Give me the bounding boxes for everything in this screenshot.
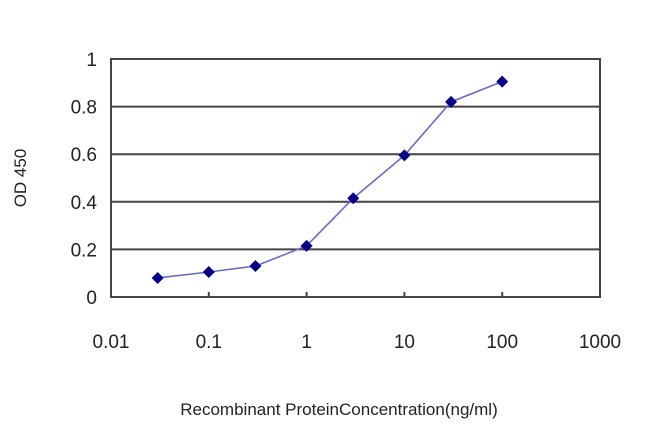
x-axis-title: Recombinant ProteinConcentration(ng/ml) bbox=[180, 400, 498, 419]
x-tick-label: 0.1 bbox=[196, 332, 222, 353]
y-tick-label: 0.2 bbox=[71, 240, 97, 261]
diamond-marker-icon bbox=[202, 266, 215, 279]
horizontal-gridlines bbox=[111, 105, 600, 251]
y-tick-label: 1 bbox=[86, 50, 97, 71]
series-line bbox=[157, 80, 503, 279]
x-tick-label: 1000 bbox=[579, 332, 621, 353]
diamond-marker-icon bbox=[151, 271, 164, 284]
diamond-marker-icon bbox=[300, 239, 313, 252]
diamond-marker-icon bbox=[445, 95, 458, 108]
x-tick-label: 10 bbox=[394, 332, 415, 353]
diamond-marker-icon bbox=[347, 192, 360, 205]
x-tick-label: 0.01 bbox=[93, 332, 130, 353]
y-tick-label: 0.8 bbox=[71, 98, 97, 119]
data-point-markers bbox=[151, 75, 509, 284]
x-axis-ticks bbox=[207, 292, 504, 297]
x-tick-label: 100 bbox=[486, 332, 518, 353]
y-tick-label: 0.4 bbox=[71, 193, 98, 214]
diamond-marker-icon bbox=[398, 149, 411, 162]
plot-area-frame bbox=[110, 58, 601, 298]
diamond-marker-icon bbox=[496, 75, 509, 88]
y-tick-label: 0.6 bbox=[71, 145, 97, 166]
y-axis-tick-labels: 0 0.2 0.4 0.6 0.8 1 bbox=[71, 50, 98, 309]
y-axis-title: OD 450 bbox=[11, 149, 30, 208]
x-tick-label: 1 bbox=[301, 332, 312, 353]
y-tick-label: 0 bbox=[86, 288, 97, 309]
diamond-marker-icon bbox=[249, 260, 262, 273]
x-axis-tick-labels: 0.01 0.1 1 10 100 1000 bbox=[93, 332, 622, 353]
